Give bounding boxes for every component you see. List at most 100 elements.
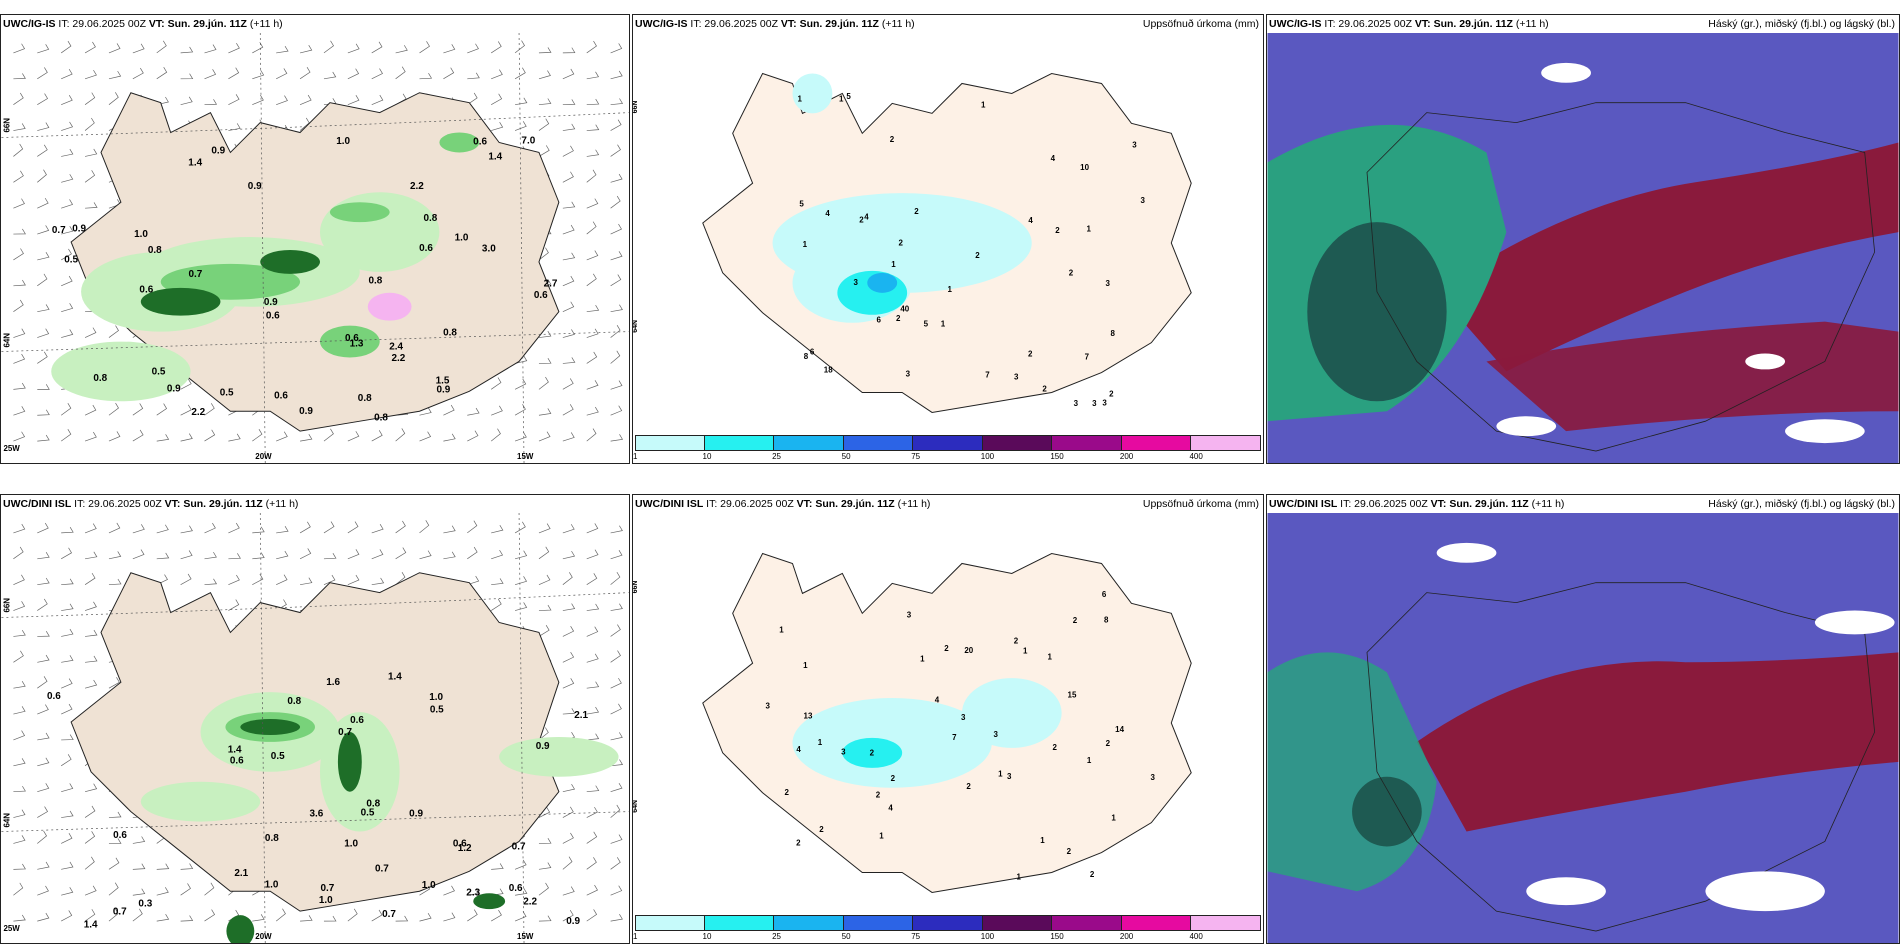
wind-barb <box>13 758 26 767</box>
wind-barb <box>60 402 72 416</box>
wind-barb <box>443 404 455 416</box>
wind-value-label: 0.6 <box>113 830 127 841</box>
wind-value-label: 0.9 <box>264 297 278 308</box>
wind-value-label: 1.4 <box>388 672 402 683</box>
wind-map[interactable]: 0.7 0.7 0.8 1.0 0.8 1.4 0.6 1.0 2.3 2.1 0.9 0.6 1.0 1… <box>1 513 629 943</box>
wind-barb <box>252 69 265 80</box>
precip-value-label: 3 <box>1106 279 1111 288</box>
wind-barb <box>586 305 600 313</box>
wind-value-label: 0.8 <box>265 833 279 844</box>
init-time: IT: 29.06.2025 00Z <box>58 18 146 30</box>
wind-barb <box>13 92 24 105</box>
wind-barb <box>443 912 456 922</box>
wind-barb <box>538 604 552 611</box>
wind-value-label: 2.3 <box>466 887 480 898</box>
wind-barb <box>13 546 24 560</box>
wind-barb <box>586 681 600 689</box>
cloud-dark-core <box>1307 222 1447 402</box>
wind-value-label: 0.6 <box>230 756 244 767</box>
wind-barb <box>228 433 241 442</box>
wind-barb <box>13 406 26 416</box>
wind-value-label: 0.8 <box>368 275 382 286</box>
valid-label: VT: <box>1414 18 1431 30</box>
cloud-red-lower <box>1486 321 1899 432</box>
wind-barb <box>84 41 96 54</box>
wind-barb <box>13 730 26 741</box>
wind-barb <box>61 248 72 261</box>
wind-barb <box>467 72 480 80</box>
wind-barb <box>37 434 50 442</box>
wind-map[interactable]: 0.8 1.4 0.5 1.0 1.0 0.8 0.6 0.7 0.6 0.9 0.8 0.7 0.9 0… <box>1 33 629 463</box>
wind-barb <box>538 727 549 741</box>
precip-map[interactable]: 2 1 1 1 1 1 2 2 1 2 1 2 4 3 3 2 2 3 3 2 6 20 15 3 14 13 3 7 4 8 3 4 2 2 1 1… <box>633 513 1263 915</box>
wind-barb <box>610 804 621 818</box>
wind-barb <box>371 94 384 105</box>
wind-barb <box>586 831 598 844</box>
wind-barb <box>586 250 599 261</box>
wind-barb <box>108 677 120 689</box>
wind-value-label: 0.9 <box>211 146 225 157</box>
lon-label: 15W <box>517 932 534 941</box>
cloud-dark-core <box>1352 776 1422 847</box>
wind-barb <box>13 170 24 183</box>
wind-barb <box>371 41 383 54</box>
wind-barb <box>491 863 504 870</box>
precip-value-label: 1 <box>1087 225 1092 234</box>
wind-barb <box>108 578 122 586</box>
wind-barb <box>156 40 167 54</box>
wind-value-label: 0.8 <box>374 413 388 424</box>
precip-value-label: 7 <box>952 733 957 742</box>
colorbar-swatch <box>704 435 775 451</box>
wind-barb <box>395 547 407 560</box>
wind-value-label: 2.4 <box>389 342 403 353</box>
wind-barb <box>323 521 335 534</box>
wind-barb <box>132 67 144 80</box>
cloud-map[interactable] <box>1267 513 1899 943</box>
wind-barb <box>347 43 360 54</box>
wind-barb <box>371 68 383 80</box>
wind-barb <box>61 226 74 235</box>
wind-barb <box>37 384 50 390</box>
wind-barb <box>108 431 121 442</box>
wind-value-label: 1.0 <box>336 136 350 147</box>
precip-value-label: 13 <box>804 712 813 721</box>
cloud-header: UWC/IG-IS IT: 29.06.2025 00Z VT: Sun. 29… <box>1269 18 1895 31</box>
precip-value-label: 3 <box>841 747 846 756</box>
cloud-header: UWC/DINI ISL IT: 29.06.2025 00Z VT: Sun.… <box>1269 498 1895 511</box>
lead-time: (+11 h) <box>249 18 283 30</box>
wind-barb <box>562 357 576 364</box>
colorbar-tick: 25 <box>772 452 782 461</box>
wind-barb <box>84 92 96 105</box>
precip-map[interactable]: 1 2 1 2 3 2 1 1 2 2 1 1 1 3 2 2 2 3 3 2 3 4 3 6 7 4 7 6 10 8 40 5 18 8 4 5 4… <box>633 33 1263 435</box>
wind-barb <box>610 119 622 131</box>
precip-value-label: 5 <box>924 319 929 328</box>
precip-value-label: 4 <box>935 695 940 704</box>
wind-barb <box>228 94 240 105</box>
wind-value-label: 2.2 <box>391 353 405 364</box>
precip-value-label: 1 <box>981 101 986 110</box>
wind-barb <box>85 655 98 663</box>
wind-barb <box>61 527 74 534</box>
cloud-red-band <box>1416 652 1899 832</box>
colorbar-swatch <box>982 435 1053 451</box>
wind-barb <box>84 831 96 844</box>
wind-barb <box>443 44 456 54</box>
valid-time: Sun. 29.jún. 11Z <box>815 498 895 510</box>
wind-barb <box>562 625 575 637</box>
cloud-map[interactable] <box>1267 33 1899 463</box>
wind-barb <box>13 629 26 637</box>
wind-barb <box>586 40 597 54</box>
cloud-white-patches <box>1436 542 1895 912</box>
wind-barb <box>323 553 337 560</box>
wind-barb <box>85 202 98 209</box>
wind-barb <box>586 573 598 585</box>
wind-barb <box>61 910 73 922</box>
wind-barb <box>610 759 624 767</box>
wind-barb <box>538 358 552 364</box>
wind-barb <box>180 73 194 80</box>
wind-map-svg: 0.70.70.81.00.81.40.61.02.32.10.90.61.01… <box>1 513 629 943</box>
wind-barb <box>132 429 144 442</box>
colorbar-swatch <box>635 915 705 931</box>
wind-barb <box>490 598 502 611</box>
precip-value-label: 4 <box>796 745 801 754</box>
